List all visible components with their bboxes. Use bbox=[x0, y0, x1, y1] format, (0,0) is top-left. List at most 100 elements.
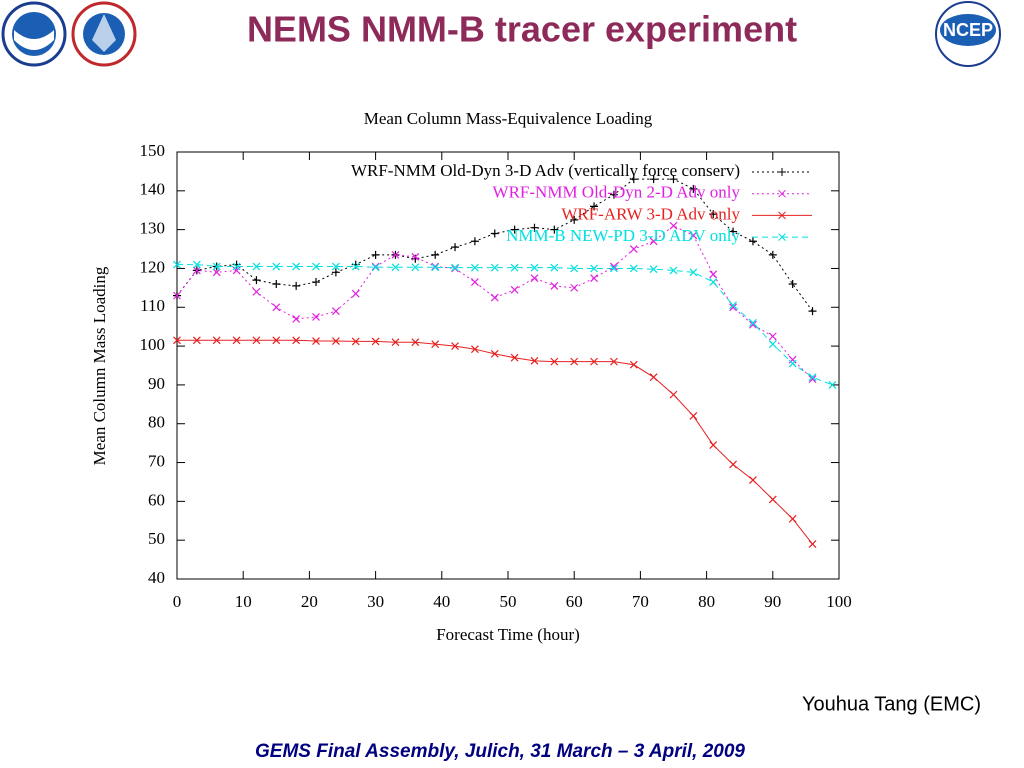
x-tick-label: 40 bbox=[433, 592, 450, 611]
data-point bbox=[470, 345, 479, 354]
data-point bbox=[709, 441, 718, 450]
y-tick-label: 40 bbox=[148, 568, 165, 587]
y-tick-label: 110 bbox=[140, 296, 165, 315]
data-point bbox=[490, 349, 499, 358]
data-point bbox=[272, 336, 281, 345]
data-point bbox=[510, 263, 519, 272]
data-point bbox=[371, 337, 380, 346]
data-point bbox=[391, 250, 400, 259]
data-point bbox=[669, 221, 678, 230]
data-point bbox=[351, 289, 360, 298]
noaa-logo bbox=[1, 1, 67, 67]
data-point bbox=[609, 264, 618, 273]
data-point bbox=[649, 175, 658, 184]
data-point bbox=[411, 252, 420, 261]
data-point bbox=[331, 337, 340, 345]
data-point bbox=[451, 342, 459, 351]
data-point bbox=[331, 307, 340, 316]
data-point bbox=[808, 373, 817, 382]
x-axis-label: Forecast Time (hour) bbox=[436, 625, 580, 644]
data-point bbox=[749, 320, 757, 329]
data-point bbox=[510, 285, 519, 294]
data-point bbox=[709, 278, 718, 286]
y-tick-label: 50 bbox=[148, 529, 165, 548]
data-point bbox=[550, 225, 559, 234]
data-point bbox=[709, 210, 718, 219]
data-point bbox=[768, 332, 777, 341]
y-tick-label: 90 bbox=[148, 374, 165, 393]
data-point bbox=[689, 184, 698, 193]
nws-logo bbox=[71, 1, 137, 67]
data-point bbox=[312, 278, 321, 287]
data-point bbox=[808, 540, 817, 548]
data-point bbox=[411, 263, 420, 272]
data-point bbox=[530, 223, 539, 232]
data-point bbox=[550, 281, 559, 290]
data-point bbox=[292, 336, 301, 345]
x-tick-label: 20 bbox=[301, 592, 318, 611]
x-tick-label: 0 bbox=[173, 592, 182, 611]
data-point bbox=[272, 262, 281, 271]
data-point bbox=[272, 303, 281, 312]
chart-title: Mean Column Mass-Equivalence Loading bbox=[364, 109, 653, 128]
data-point bbox=[232, 336, 241, 345]
data-point bbox=[729, 303, 738, 312]
data-point bbox=[669, 175, 678, 184]
data-point bbox=[749, 476, 757, 484]
y-tick-label: 80 bbox=[148, 413, 165, 432]
data-point bbox=[411, 338, 420, 347]
data-point bbox=[768, 495, 777, 504]
ncep-logo: NCEP bbox=[935, 1, 1001, 67]
x-tick-label: 60 bbox=[566, 592, 583, 611]
data-point bbox=[788, 359, 797, 368]
data-point bbox=[411, 254, 420, 263]
data-point bbox=[629, 175, 638, 184]
data-point bbox=[371, 250, 380, 259]
data-point bbox=[470, 263, 479, 272]
series-line bbox=[176, 225, 813, 380]
data-point bbox=[470, 278, 479, 286]
y-tick-label: 100 bbox=[140, 335, 166, 354]
data-point bbox=[351, 262, 360, 271]
data-point bbox=[729, 301, 738, 310]
data-point bbox=[431, 250, 440, 259]
data-point bbox=[570, 215, 579, 224]
data-point bbox=[788, 514, 797, 523]
data-point bbox=[590, 357, 598, 366]
data-point bbox=[490, 293, 499, 302]
data-point bbox=[609, 357, 618, 366]
data-point bbox=[173, 336, 181, 345]
data-point bbox=[212, 268, 221, 277]
x-tick-label: 10 bbox=[235, 592, 252, 611]
data-point bbox=[292, 262, 301, 271]
ncep-logo-text: NCEP bbox=[943, 20, 993, 40]
data-point bbox=[371, 263, 380, 272]
data-point bbox=[729, 460, 738, 469]
x-tick-label: 50 bbox=[500, 592, 517, 611]
data-point bbox=[192, 260, 201, 269]
data-point bbox=[749, 318, 757, 327]
data-point bbox=[431, 263, 440, 272]
data-point bbox=[252, 276, 261, 285]
data-point bbox=[828, 380, 837, 389]
data-point bbox=[709, 270, 718, 279]
y-tick-label: 150 bbox=[140, 141, 166, 160]
data-point bbox=[490, 263, 499, 272]
data-point bbox=[510, 353, 519, 362]
data-point bbox=[748, 237, 757, 246]
legend-label: WRF-NMM Old-Dyn 3-D Adv (vertically forc… bbox=[351, 161, 740, 180]
y-tick-label: 70 bbox=[148, 451, 165, 470]
y-tick-label: 130 bbox=[140, 219, 166, 238]
data-point bbox=[351, 260, 360, 269]
data-point bbox=[173, 291, 181, 300]
data-point bbox=[649, 373, 658, 382]
footer: GEMS Final Assembly, Julich, 31 March – … bbox=[255, 741, 745, 762]
series-line bbox=[177, 339, 813, 545]
data-point bbox=[212, 262, 221, 271]
data-point bbox=[351, 337, 360, 346]
data-point bbox=[669, 390, 678, 399]
data-point bbox=[292, 314, 301, 323]
data-point bbox=[609, 190, 618, 199]
